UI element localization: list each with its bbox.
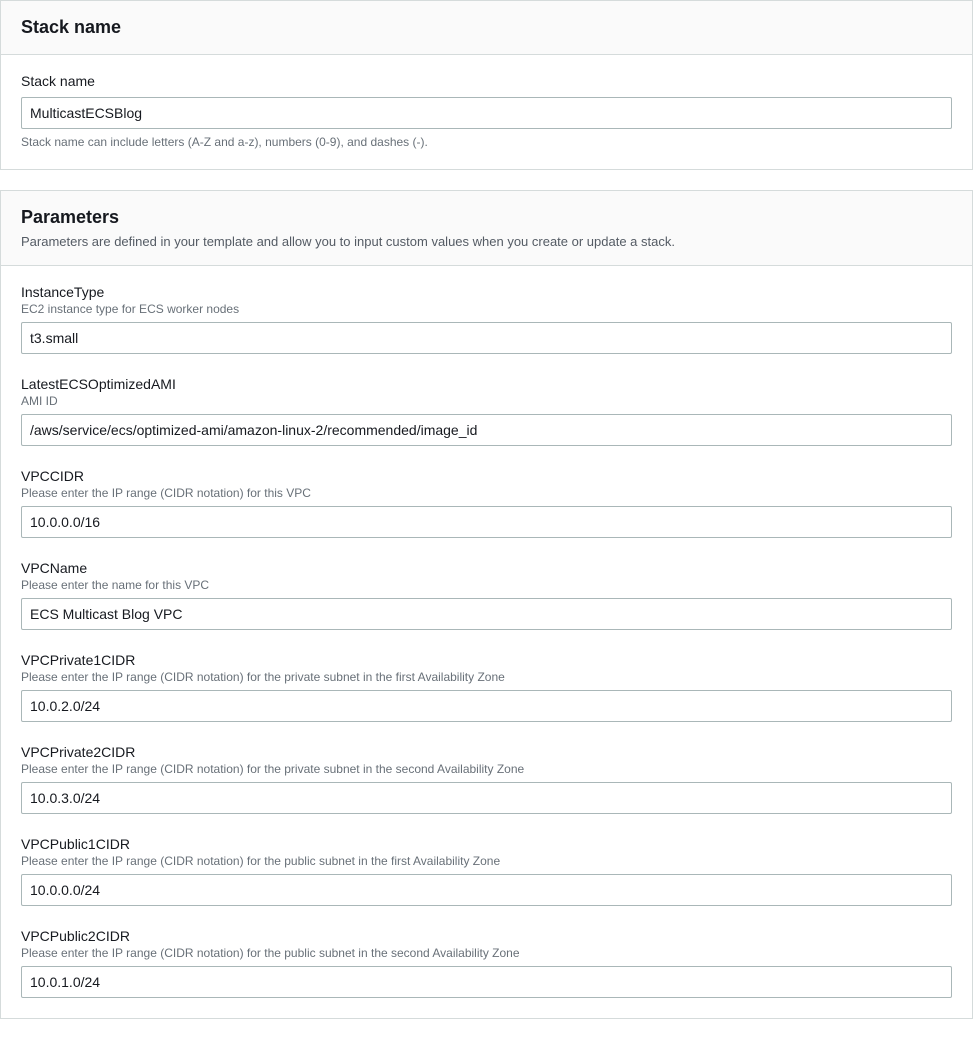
param-label: VPCPublic2CIDR bbox=[21, 928, 952, 944]
parameters-body: InstanceType EC2 instance type for ECS w… bbox=[1, 266, 972, 1018]
parameters-heading: Parameters bbox=[21, 207, 952, 228]
param-desc: Please enter the name for this VPC bbox=[21, 578, 952, 592]
param-input-vpcpublic1cidr[interactable] bbox=[21, 874, 952, 906]
parameters-subtitle: Parameters are defined in your template … bbox=[21, 234, 952, 249]
param-field-vpcprivate2cidr: VPCPrivate2CIDR Please enter the IP rang… bbox=[21, 744, 952, 814]
param-desc: Please enter the IP range (CIDR notation… bbox=[21, 762, 952, 776]
param-field-latestecsoptimizedami: LatestECSOptimizedAMI AMI ID bbox=[21, 376, 952, 446]
param-field-instancetype: InstanceType EC2 instance type for ECS w… bbox=[21, 284, 952, 354]
param-label: InstanceType bbox=[21, 284, 952, 300]
param-desc: Please enter the IP range (CIDR notation… bbox=[21, 854, 952, 868]
stack-name-input[interactable] bbox=[21, 97, 952, 129]
param-input-vpcname[interactable] bbox=[21, 598, 952, 630]
param-field-vpccidr: VPCCIDR Please enter the IP range (CIDR … bbox=[21, 468, 952, 538]
param-input-latestecsoptimizedami[interactable] bbox=[21, 414, 952, 446]
stack-name-header: Stack name bbox=[1, 1, 972, 55]
param-desc: Please enter the IP range (CIDR notation… bbox=[21, 486, 952, 500]
param-desc: EC2 instance type for ECS worker nodes bbox=[21, 302, 952, 316]
stack-name-panel: Stack name Stack name Stack name can inc… bbox=[0, 0, 973, 170]
param-label: VPCName bbox=[21, 560, 952, 576]
param-field-vpcpublic1cidr: VPCPublic1CIDR Please enter the IP range… bbox=[21, 836, 952, 906]
stack-name-heading: Stack name bbox=[21, 17, 952, 38]
param-input-vpcpublic2cidr[interactable] bbox=[21, 966, 952, 998]
param-desc: Please enter the IP range (CIDR notation… bbox=[21, 670, 952, 684]
param-input-vpcprivate1cidr[interactable] bbox=[21, 690, 952, 722]
param-desc: Please enter the IP range (CIDR notation… bbox=[21, 946, 952, 960]
parameters-header: Parameters Parameters are defined in you… bbox=[1, 191, 972, 266]
stack-name-hint: Stack name can include letters (A-Z and … bbox=[21, 135, 952, 149]
param-input-vpccidr[interactable] bbox=[21, 506, 952, 538]
param-label: VPCPublic1CIDR bbox=[21, 836, 952, 852]
param-label: VPCPrivate1CIDR bbox=[21, 652, 952, 668]
param-field-vpcname: VPCName Please enter the name for this V… bbox=[21, 560, 952, 630]
parameters-panel: Parameters Parameters are defined in you… bbox=[0, 190, 973, 1019]
stack-name-label: Stack name bbox=[21, 73, 952, 89]
param-label: LatestECSOptimizedAMI bbox=[21, 376, 952, 392]
param-label: VPCPrivate2CIDR bbox=[21, 744, 952, 760]
param-desc: AMI ID bbox=[21, 394, 952, 408]
param-label: VPCCIDR bbox=[21, 468, 952, 484]
param-field-vpcprivate1cidr: VPCPrivate1CIDR Please enter the IP rang… bbox=[21, 652, 952, 722]
param-input-vpcprivate2cidr[interactable] bbox=[21, 782, 952, 814]
stack-name-body: Stack name Stack name can include letter… bbox=[1, 55, 972, 169]
param-input-instancetype[interactable] bbox=[21, 322, 952, 354]
stack-name-field: Stack name Stack name can include letter… bbox=[21, 73, 952, 149]
param-field-vpcpublic2cidr: VPCPublic2CIDR Please enter the IP range… bbox=[21, 928, 952, 998]
